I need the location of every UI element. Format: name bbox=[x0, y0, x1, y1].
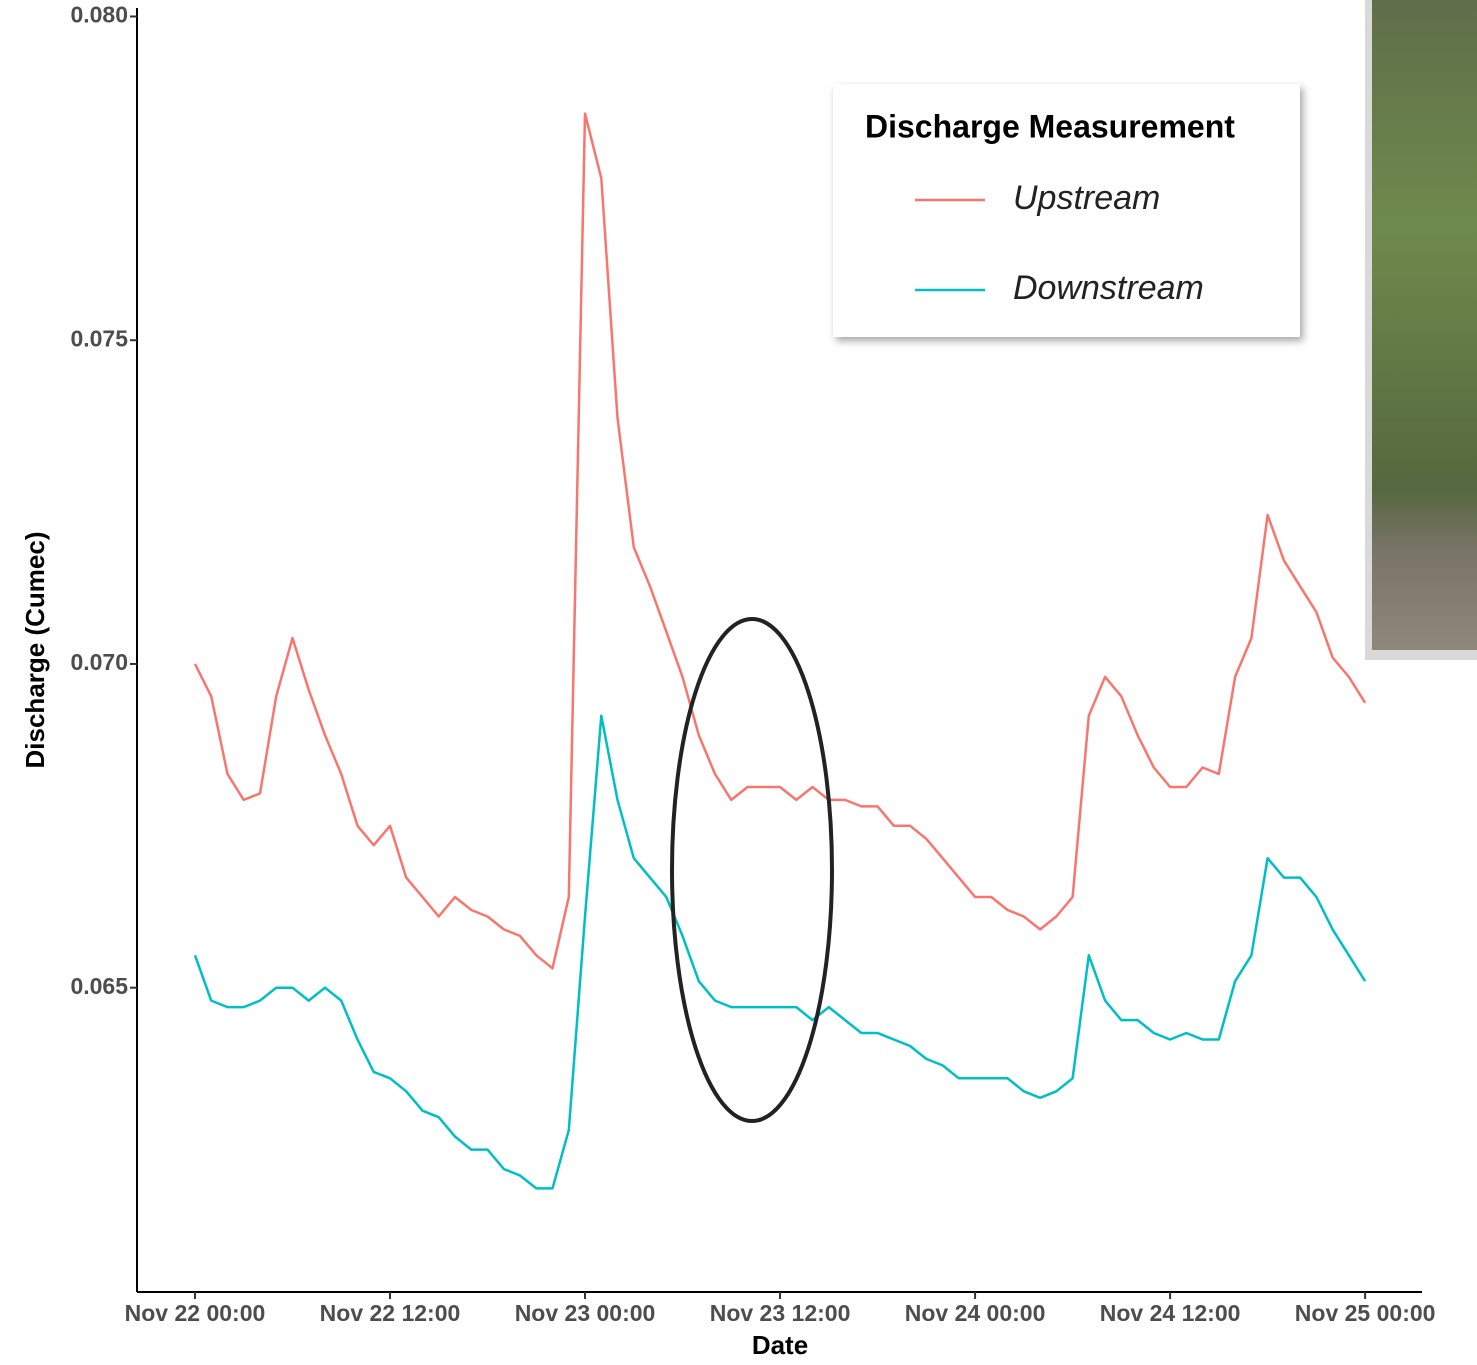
plot-area bbox=[193, 112, 1367, 1190]
x-tick-label: Nov 23 12:00 bbox=[710, 1300, 851, 1326]
x-tick-label: Nov 24 12:00 bbox=[1100, 1300, 1241, 1326]
x-tick-label: Nov 25 00:00 bbox=[1295, 1300, 1436, 1326]
x-axis-title: Date bbox=[752, 1330, 808, 1360]
y-tick-label: 0.075 bbox=[70, 325, 128, 351]
legend-box bbox=[833, 84, 1300, 337]
x-tick-label: Nov 23 00:00 bbox=[515, 1300, 656, 1326]
x-tick-label: Nov 22 00:00 bbox=[125, 1300, 266, 1326]
photo bbox=[1372, 0, 1477, 650]
x-tick-label: Nov 24 00:00 bbox=[905, 1300, 1046, 1326]
legend-title: Discharge Measurement bbox=[865, 108, 1235, 144]
series-line bbox=[193, 112, 1367, 970]
y-axis-title: Discharge (Cumec) bbox=[20, 532, 50, 769]
y-tick-label: 0.070 bbox=[70, 649, 128, 675]
y-tick-label: 0.080 bbox=[70, 2, 128, 28]
series-line bbox=[193, 714, 1367, 1190]
legend-label: Upstream bbox=[1013, 179, 1160, 217]
x-tick-label: Nov 22 12:00 bbox=[320, 1300, 461, 1326]
y-tick-label: 0.065 bbox=[70, 973, 128, 999]
legend-label: Downstream bbox=[1013, 269, 1204, 307]
highlight-ellipse bbox=[670, 617, 834, 1123]
